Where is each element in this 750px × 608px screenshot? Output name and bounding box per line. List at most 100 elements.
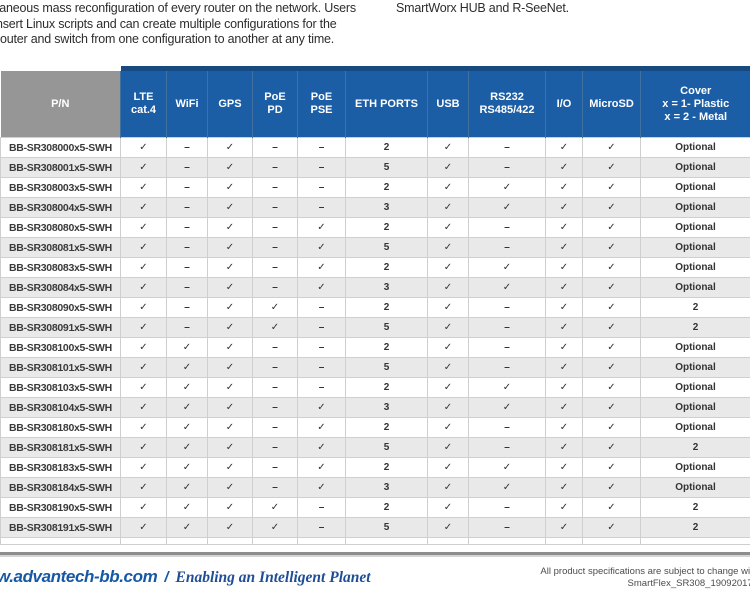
spec-cell: ✓ (207, 357, 253, 378)
spec-cell (640, 537, 750, 545)
spec-cell: ✓ (297, 477, 346, 498)
table-header: P/N LTE cat.4 WiFi GPS PoE PD PoE PSE ET… (0, 66, 750, 138)
spec-cell: 5 (345, 317, 428, 338)
spec-cell: ✓ (120, 157, 167, 178)
spec-cell: ✓ (166, 417, 208, 438)
spec-cell: ✓ (582, 257, 641, 278)
spec-cell: ✓ (297, 437, 346, 458)
spec-cell: ✓ (297, 457, 346, 478)
spec-cell: 2 (345, 497, 428, 518)
spec-cell: Optional (640, 397, 750, 418)
pn-cell: BB-SR308103x5-SWH (0, 377, 121, 398)
spec-cell: ✓ (120, 417, 167, 438)
spec-cell (427, 537, 469, 545)
spec-cell: Optional (640, 477, 750, 498)
spec-cell: ✓ (468, 257, 546, 278)
table-row: BB-SR308080x5-SWH ✓ – ✓ – ✓ 2 ✓ – ✓ ✓ Optional (0, 217, 750, 238)
spec-cell: Optional (640, 277, 750, 298)
spec-cell: ✓ (468, 377, 546, 398)
spec-cell: 2 (345, 337, 428, 358)
spec-cell: – (468, 137, 546, 158)
spec-cell: – (252, 457, 298, 478)
spec-cell: ✓ (427, 457, 469, 478)
spec-cell: ✓ (427, 277, 469, 298)
spec-cell: ✓ (545, 137, 583, 158)
spec-cell: – (252, 257, 298, 278)
spec-cell: ✓ (207, 277, 253, 298)
spec-cell: 5 (345, 237, 428, 258)
footer-slash: / (164, 569, 169, 586)
spec-cell (252, 537, 298, 545)
spec-cell: 2 (640, 317, 750, 338)
spec-cell: ✓ (427, 497, 469, 518)
spec-cell: – (252, 337, 298, 358)
spec-cell: 5 (345, 517, 428, 538)
spec-cell: ✓ (120, 177, 167, 198)
pn-cell: BB-SR308081x5-SWH (0, 237, 121, 258)
spec-cell: ✓ (166, 377, 208, 398)
spec-cell: – (297, 337, 346, 358)
spec-cell: ✓ (427, 257, 469, 278)
spec-cell: Optional (640, 197, 750, 218)
col-header-microsd: MicroSD (582, 66, 641, 138)
spec-cell: – (468, 337, 546, 358)
website-link[interactable]: w.advantech-bb.com (0, 567, 158, 586)
spec-cell: ✓ (120, 377, 167, 398)
spec-cell: ✓ (468, 397, 546, 418)
intro-line-3: router and switch from one configuration… (0, 32, 335, 46)
spec-cell: 5 (345, 357, 428, 378)
spec-cell: – (166, 157, 208, 178)
spec-cell: ✓ (545, 337, 583, 358)
spec-cell: ✓ (427, 437, 469, 458)
spec-cell: ✓ (427, 217, 469, 238)
col-header-usb: USB (427, 66, 469, 138)
spec-cell: ✓ (120, 337, 167, 358)
pn-cell: BB-SR308080x5-SWH (0, 217, 121, 238)
col-header-poe-pd: PoE PD (252, 66, 298, 138)
spec-cell: ✓ (297, 217, 346, 238)
spec-cell: ✓ (468, 177, 546, 198)
spec-cell: ✓ (207, 297, 253, 318)
spec-cell: ✓ (297, 237, 346, 258)
spec-cell: Optional (640, 357, 750, 378)
spec-cell: – (166, 177, 208, 198)
spec-cell: – (468, 497, 546, 518)
spec-cell: – (166, 277, 208, 298)
spec-cell: ✓ (582, 497, 641, 518)
spec-cell: – (252, 197, 298, 218)
spec-cell (297, 537, 346, 545)
table-row: BB-SR308104x5-SWH ✓ ✓ ✓ – ✓ 3 ✓ ✓ ✓ ✓ Optional (0, 397, 750, 418)
spec-cell: ✓ (545, 157, 583, 178)
intro-line-2: nsert Linux scripts and can create multi… (0, 16, 337, 31)
table-row: BB-SR308003x5-SWH ✓ – ✓ – –2 ✓ ✓ ✓ ✓ Optional (0, 177, 750, 198)
spec-cell: ✓ (207, 257, 253, 278)
spec-cell: Optional (640, 257, 750, 278)
spec-cell: ✓ (207, 377, 253, 398)
pn-cell: BB-SR308090x5-SWH (0, 297, 121, 318)
spec-cell: ✓ (582, 137, 641, 158)
spec-cell: ✓ (545, 217, 583, 238)
pn-cell: BB-SR308104x5-SWH (0, 397, 121, 418)
spec-cell: – (252, 397, 298, 418)
spec-cell: ✓ (545, 457, 583, 478)
pn-cell: BB-SR308091x5-SWH (0, 317, 121, 338)
spec-cell: ✓ (545, 497, 583, 518)
spec-cell: ✓ (582, 477, 641, 498)
spec-cell: – (166, 297, 208, 318)
spec-cell: ✓ (207, 477, 253, 498)
table-row: BB-SR308181x5-SWH ✓ ✓ ✓ – ✓ 5 ✓ – ✓ ✓ 2 (0, 437, 750, 458)
spec-cell: – (468, 317, 546, 338)
table-row: BB-SR308103x5-SWH ✓ ✓ ✓ – –2 ✓ ✓ ✓ ✓ Optional (0, 377, 750, 398)
spec-cell: ✓ (582, 457, 641, 478)
spec-cell: – (468, 437, 546, 458)
spec-cell: ✓ (545, 477, 583, 498)
spec-cell: ✓ (120, 477, 167, 498)
spec-cell: ✓ (427, 417, 469, 438)
spec-cell: – (297, 317, 346, 338)
spec-cell: ✓ (427, 137, 469, 158)
spec-cell: ✓ (545, 277, 583, 298)
footer-disclaimer: All product specifications are subject t… (540, 566, 750, 590)
spec-cell: Optional (640, 377, 750, 398)
spec-cell: Optional (640, 457, 750, 478)
spec-cell: ✓ (427, 337, 469, 358)
